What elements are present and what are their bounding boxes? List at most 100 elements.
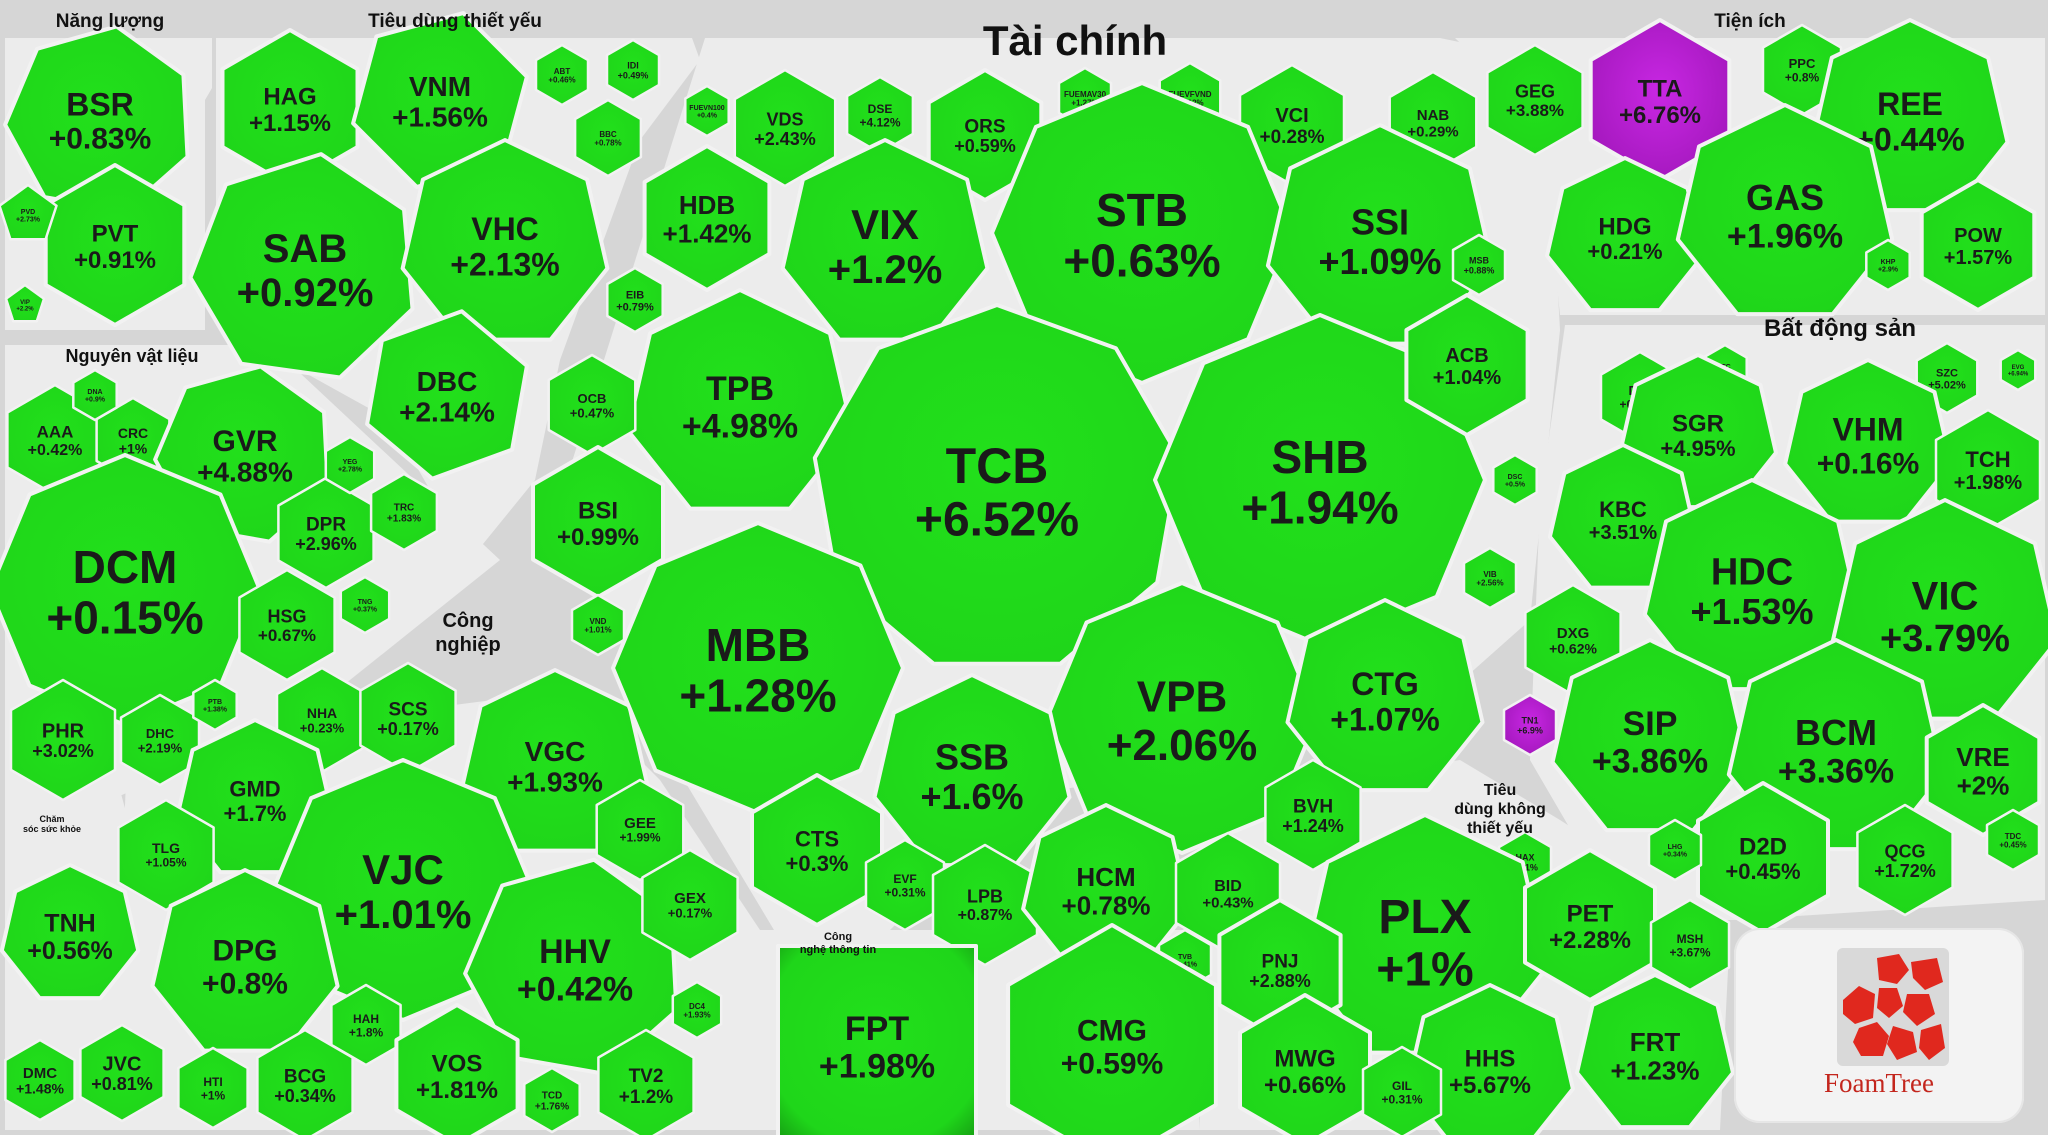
stock-cell-vhm[interactable]: VHM+0.16% — [1783, 358, 1953, 524]
stock-cell-gee[interactable]: GEE+1.99% — [595, 778, 685, 882]
stock-cell-shape[interactable] — [1856, 803, 1954, 917]
stock-cell-shape[interactable] — [1675, 103, 1895, 317]
stock-cell-shape[interactable] — [780, 138, 990, 342]
stock-cell-shape[interactable] — [369, 472, 439, 552]
stock-cell-ors[interactable]: ORS+0.59% — [926, 68, 1044, 202]
stock-cell-shape[interactable] — [776, 944, 978, 1135]
stock-cell-shape[interactable] — [394, 1003, 520, 1135]
stock-cell-ppc[interactable]: PPC+0.8% — [1761, 23, 1843, 117]
stock-cell-bvh[interactable]: BVH+1.24% — [1264, 758, 1362, 872]
stock-cell-shape[interactable] — [330, 983, 402, 1067]
stock-cell-gas[interactable]: GAS+1.96% — [1675, 103, 1895, 317]
stock-cell-mbb[interactable]: MBB+1.28% — [611, 521, 905, 815]
stock-cell-shape[interactable] — [595, 778, 685, 882]
stock-cell-shape[interactable] — [1865, 238, 1911, 292]
stock-cell-shape[interactable] — [271, 758, 535, 1022]
stock-cell-hag[interactable]: HAG+1.15% — [220, 28, 360, 188]
stock-cell-hti[interactable]: HTI+1% — [177, 1046, 249, 1130]
stock-cell-abt[interactable]: ABT+0.46% — [534, 43, 590, 107]
stock-cell-dna[interactable]: DNA+0.9% — [72, 368, 118, 422]
stock-cell-hcm[interactable]: HCM+0.78% — [1021, 803, 1191, 969]
stock-cell-tcd[interactable]: TCD+1.76% — [523, 1066, 581, 1134]
stock-cell-shape[interactable] — [597, 1028, 695, 1135]
stock-cell-shape[interactable] — [926, 68, 1044, 202]
stock-cell-shape[interactable] — [990, 81, 1294, 385]
stock-cell-pet[interactable]: PET+2.28% — [1523, 848, 1657, 1002]
stock-cell-shape[interactable] — [324, 435, 376, 495]
stock-cell-shape[interactable] — [1523, 848, 1657, 1002]
stock-cell-bsi[interactable]: BSI+0.99% — [531, 445, 665, 599]
stock-cell-shape[interactable] — [117, 798, 215, 912]
stock-cell-hsg[interactable]: HSG+0.67% — [238, 568, 336, 682]
stock-cell-shape[interactable] — [175, 718, 335, 875]
stock-cell-vnm[interactable]: VNM+1.56% — [351, 11, 529, 189]
stock-cell-scs[interactable]: SCS+0.17% — [359, 661, 457, 775]
stock-cell-dpr[interactable]: DPR+2.96% — [277, 476, 375, 590]
stock-cell-mwg[interactable]: MWG+0.66% — [1238, 993, 1372, 1135]
stock-cell-fpt[interactable]: FPT+1.98% — [776, 944, 978, 1135]
stock-cell-lhg[interactable]: LHG+0.34% — [1647, 818, 1703, 882]
stock-cell-shape[interactable] — [605, 38, 661, 102]
stock-cell-shape[interactable] — [1575, 973, 1735, 1130]
stock-cell-tdc[interactable]: TDC+0.45% — [1985, 808, 2041, 872]
stock-cell-evg[interactable]: EVG+6.94% — [1999, 348, 2037, 392]
stock-cell-shape[interactable] — [733, 68, 837, 188]
stock-cell-shape[interactable] — [177, 1046, 249, 1130]
stock-cell-yeg[interactable]: YEG+2.78% — [324, 435, 376, 495]
stock-cell-khp[interactable]: KHP+2.9% — [1865, 238, 1911, 292]
stock-cell-dpg[interactable]: DPG+0.8% — [150, 868, 340, 1053]
stock-cell-shape[interactable] — [1405, 983, 1575, 1135]
stock-cell-stb[interactable]: STB+0.63% — [990, 81, 1294, 385]
stock-cell-gmd[interactable]: GMD+1.7% — [175, 718, 335, 875]
stock-cell-trc[interactable]: TRC+1.83% — [369, 472, 439, 552]
stock-cell-dbc[interactable]: DBC+2.14% — [365, 309, 529, 481]
stock-cell-eib[interactable]: EIB+0.79% — [606, 266, 664, 334]
stock-cell-shape[interactable] — [573, 98, 643, 178]
stock-cell-ptb[interactable]: PTB+1.38% — [192, 678, 238, 732]
stock-cell-shape[interactable] — [1045, 581, 1319, 855]
stock-cell-shape[interactable] — [684, 84, 730, 138]
stock-cell-shape[interactable] — [1919, 178, 2037, 312]
stock-cell-dsc[interactable]: DSC+0.5% — [1492, 453, 1538, 507]
stock-cell-cts[interactable]: CTS+0.3% — [750, 773, 884, 927]
stock-cell-bcg[interactable]: BCG+0.34% — [256, 1028, 354, 1135]
stock-cell-shape[interactable] — [1999, 348, 2037, 392]
stock-cell-dc4[interactable]: DC4+1.93% — [671, 980, 723, 1040]
stock-cell-shape[interactable] — [400, 138, 610, 342]
stock-cell-pvt[interactable]: PVT+0.91% — [43, 163, 187, 327]
stock-cell-shape[interactable] — [1006, 923, 1218, 1135]
stock-cell-bbc[interactable]: BBC+0.78% — [573, 98, 643, 178]
stock-cell-shape[interactable] — [1502, 693, 1558, 757]
stock-cell-shape[interactable] — [1492, 453, 1538, 507]
stock-cell-geg[interactable]: GEG+3.88% — [1486, 43, 1584, 157]
stock-cell-shape[interactable] — [339, 575, 391, 635]
stock-cell-shape[interactable] — [625, 288, 855, 511]
stock-cell-hdc[interactable]: HDC+1.53% — [1642, 478, 1862, 692]
stock-cell-tv2[interactable]: TV2+1.2% — [597, 1028, 695, 1135]
stock-cell-shape[interactable] — [1285, 598, 1485, 793]
stock-cell-shape[interactable] — [642, 144, 772, 292]
stock-cell-shape[interactable] — [1486, 43, 1584, 157]
stock-cell-shape[interactable] — [750, 773, 884, 927]
stock-cell-hah[interactable]: HAH+1.8% — [330, 983, 402, 1067]
stock-cell-shape[interactable] — [1985, 808, 2041, 872]
stock-cell-dmc[interactable]: DMC+1.48% — [4, 1038, 76, 1122]
stock-cell-pow[interactable]: POW+1.57% — [1919, 178, 2037, 312]
stock-cell-tng[interactable]: TNG+0.37% — [339, 575, 391, 635]
stock-cell-tlg[interactable]: TLG+1.05% — [117, 798, 215, 912]
stock-cell-shape[interactable] — [534, 43, 590, 107]
stock-cell-shape[interactable] — [570, 593, 626, 657]
stock-cell-shape[interactable] — [0, 183, 58, 241]
stock-cell-fuevn100[interactable]: FUEVN100+0.4% — [684, 84, 730, 138]
stock-cell-evf[interactable]: EVF+0.31% — [864, 838, 946, 932]
stock-cell-sip[interactable]: SIP+3.86% — [1550, 638, 1750, 833]
stock-cell-vib[interactable]: VIB+2.56% — [1462, 546, 1518, 610]
stock-cell-frt[interactable]: FRT+1.23% — [1575, 973, 1735, 1130]
stock-cell-vjc[interactable]: VJC+1.01% — [271, 758, 535, 1022]
stock-cell-d2d[interactable]: D2D+0.45% — [1696, 781, 1830, 935]
stock-cell-msb[interactable]: MSB+0.88% — [1451, 233, 1507, 297]
stock-cell-vds[interactable]: VDS+2.43% — [733, 68, 837, 188]
stock-cell-vre[interactable]: VRE+2% — [1924, 703, 2042, 837]
stock-cell-tnh[interactable]: TNH+0.56% — [0, 863, 141, 1001]
stock-cell-shape[interactable] — [1647, 818, 1703, 882]
